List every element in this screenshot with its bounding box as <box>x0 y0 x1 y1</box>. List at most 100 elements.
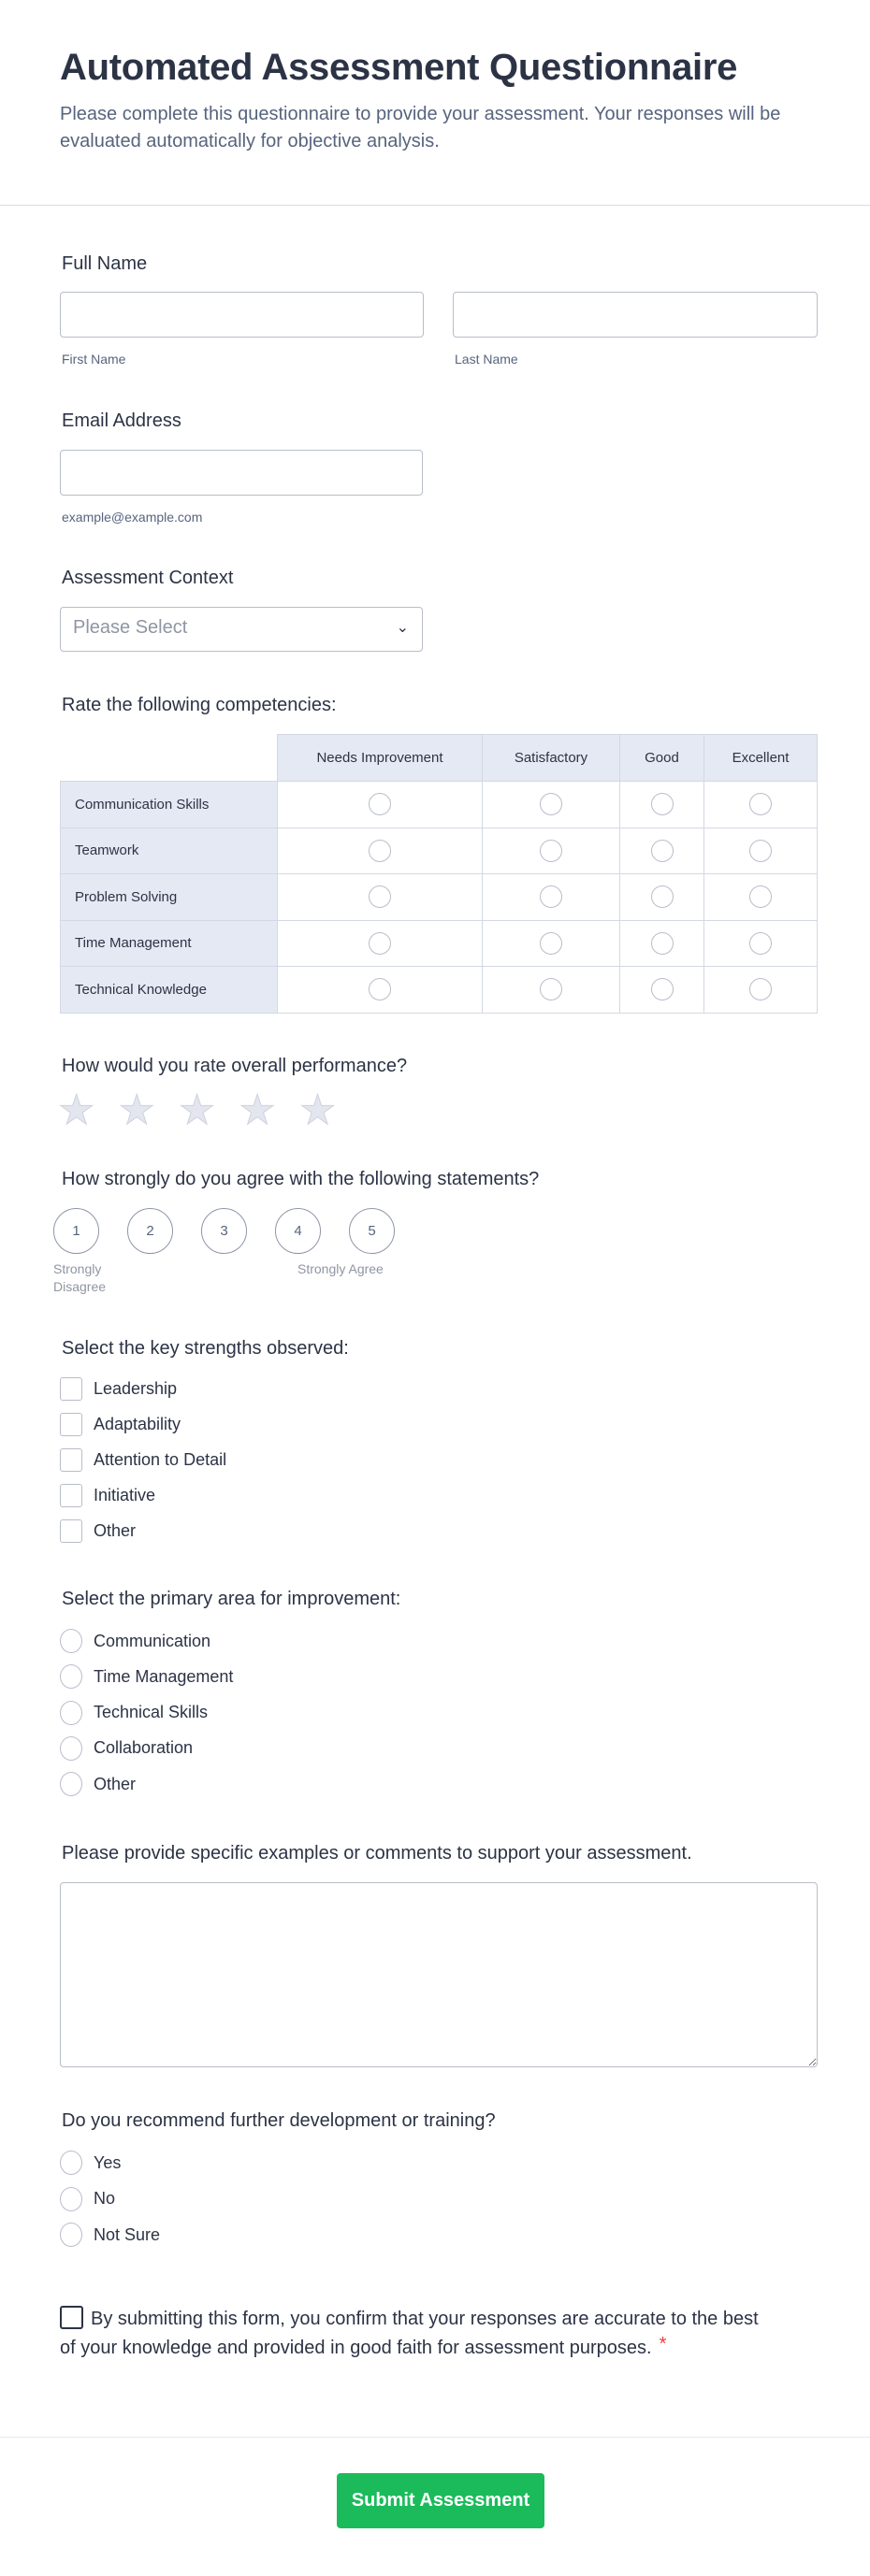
option-label: Time Management <box>94 1666 234 1686</box>
checkbox[interactable] <box>60 1483 82 1507</box>
consent-checkbox[interactable] <box>60 2306 83 2329</box>
comments-textarea[interactable] <box>60 1882 818 2067</box>
matrix-radio[interactable] <box>749 978 772 1001</box>
footer-divider <box>0 2437 870 2438</box>
star-icon[interactable]: ★ <box>57 1087 95 1133</box>
scale-option[interactable]: 5 <box>349 1208 395 1254</box>
submit-button[interactable]: Submit Assessment <box>337 2473 544 2528</box>
matrix-row-label: Technical Knowledge <box>60 966 278 1014</box>
scale-high-label: Strongly Agree <box>297 1261 384 1276</box>
radio-button[interactable] <box>60 2151 82 2175</box>
strength-option[interactable]: Other <box>60 1518 136 1543</box>
matrix-row: Teamwork <box>60 827 818 874</box>
scale-option[interactable]: 2 <box>127 1208 173 1254</box>
comments-label: Please provide specific examples or comm… <box>62 1843 692 1864</box>
consent-field: By submitting this form, you confirm tha… <box>60 2306 771 2361</box>
radio-button[interactable] <box>60 1664 82 1690</box>
matrix-cell <box>619 966 704 1014</box>
matrix-radio[interactable] <box>650 839 674 862</box>
context-label: Assessment Context <box>62 568 234 588</box>
email-label: Email Address <box>62 410 181 431</box>
option-label: Initiative <box>94 1485 156 1504</box>
improvement-option[interactable]: Collaboration <box>60 1735 194 1761</box>
option-label: Collaboration <box>94 1738 194 1758</box>
matrix-cell <box>277 781 483 828</box>
last-name-input[interactable] <box>453 292 818 338</box>
recommend-option[interactable]: Not Sure <box>60 2223 160 2247</box>
matrix-radio[interactable] <box>540 885 562 909</box>
scale-option[interactable]: 3 <box>201 1208 247 1254</box>
matrix-cell <box>482 781 620 828</box>
strength-option[interactable]: Initiative <box>60 1483 155 1507</box>
matrix-radio[interactable] <box>369 931 391 955</box>
radio-button[interactable] <box>60 2223 82 2247</box>
matrix-radio[interactable] <box>540 839 562 862</box>
recommend-label: Do you recommend further development or … <box>62 2110 496 2131</box>
strength-option[interactable]: Leadership <box>60 1376 177 1401</box>
radio-button[interactable] <box>60 1735 82 1761</box>
strength-option[interactable]: Adaptability <box>60 1412 181 1436</box>
matrix-radio[interactable] <box>749 931 772 955</box>
matrix-cell <box>277 873 483 921</box>
header-divider <box>0 205 870 206</box>
radio-button[interactable] <box>60 1629 82 1653</box>
matrix-radio[interactable] <box>749 885 772 909</box>
scale-option[interactable]: 4 <box>275 1208 321 1254</box>
matrix-radio[interactable] <box>540 978 562 1001</box>
matrix-cell <box>482 827 620 874</box>
matrix-row: Time Management <box>60 919 818 967</box>
matrix-cell <box>619 873 704 921</box>
recommend-option[interactable]: No <box>60 2186 115 2211</box>
matrix-radio[interactable] <box>540 793 562 816</box>
improvement-option[interactable]: Other <box>60 1772 136 1797</box>
matrix-radio[interactable] <box>650 978 674 1001</box>
matrix-radio[interactable] <box>650 793 674 816</box>
checkbox[interactable] <box>60 1518 82 1543</box>
improvement-option[interactable]: Technical Skills <box>60 1700 208 1725</box>
star-icon[interactable]: ★ <box>118 1087 155 1133</box>
first-name-sublabel: First Name <box>62 352 126 367</box>
matrix-cell <box>482 966 620 1014</box>
matrix-radio[interactable] <box>369 793 391 816</box>
matrix-radio[interactable] <box>650 931 674 955</box>
scale-option[interactable]: 1 <box>53 1208 99 1254</box>
matrix-row: Technical Knowledge <box>60 966 818 1014</box>
matrix-radio[interactable] <box>369 839 391 862</box>
matrix-cell <box>703 873 818 921</box>
star-rating-label: How would you rate overall performance? <box>62 1056 408 1076</box>
matrix-corner <box>60 734 278 782</box>
radio-button[interactable] <box>60 2186 82 2211</box>
star-rating: ★ ★ ★ ★ ★ <box>57 1087 337 1133</box>
checkbox[interactable] <box>60 1376 82 1401</box>
context-select[interactable]: Please Select ⌄ <box>60 607 423 652</box>
matrix-radio[interactable] <box>749 839 772 862</box>
star-icon[interactable]: ★ <box>178 1087 216 1133</box>
email-input[interactable] <box>60 450 423 496</box>
chevron-down-icon: ⌄ <box>396 620 409 636</box>
option-label: Yes <box>94 2152 122 2172</box>
improvement-option[interactable]: Time Management <box>60 1664 234 1690</box>
recommend-option[interactable]: Yes <box>60 2151 121 2175</box>
checkbox[interactable] <box>60 1412 82 1436</box>
matrix-cell <box>482 873 620 921</box>
matrix-cell <box>619 781 704 828</box>
matrix-radio[interactable] <box>369 978 391 1001</box>
matrix-radio[interactable] <box>650 885 674 909</box>
option-label: Communication <box>94 1631 211 1650</box>
matrix-label: Rate the following competencies: <box>62 695 337 715</box>
radio-button[interactable] <box>60 1772 82 1797</box>
star-icon[interactable]: ★ <box>298 1087 337 1133</box>
matrix-cell <box>703 966 818 1014</box>
strength-option[interactable]: Attention to Detail <box>60 1447 226 1472</box>
matrix-radio[interactable] <box>540 931 562 955</box>
matrix-row-label: Teamwork <box>60 827 278 874</box>
consent-text: By submitting this form, you confirm tha… <box>60 2309 759 2358</box>
checkbox[interactable] <box>60 1447 82 1472</box>
improvement-option[interactable]: Communication <box>60 1629 210 1653</box>
matrix-radio[interactable] <box>749 793 772 816</box>
star-icon[interactable]: ★ <box>239 1087 276 1133</box>
radio-button[interactable] <box>60 1700 82 1725</box>
matrix-col-header: Good <box>619 734 704 782</box>
first-name-input[interactable] <box>60 292 424 338</box>
matrix-radio[interactable] <box>369 885 391 909</box>
